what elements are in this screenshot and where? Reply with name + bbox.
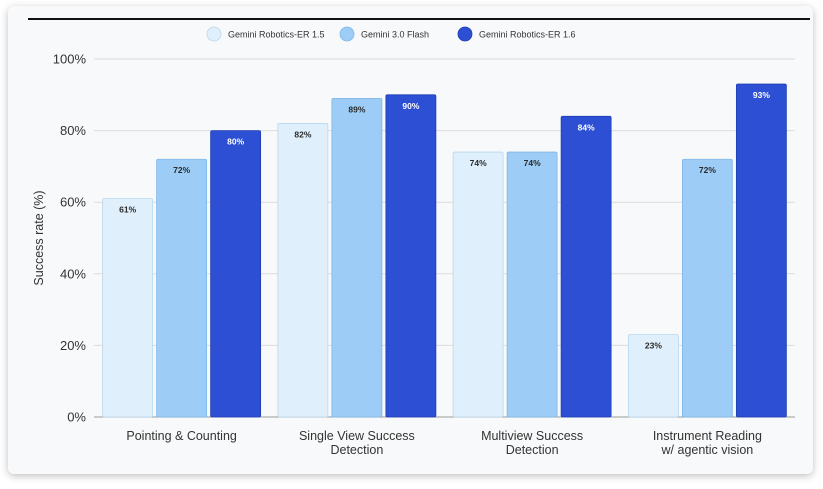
category-label: Pointing & Counting xyxy=(126,429,237,443)
y-tick-label: 20% xyxy=(60,338,86,353)
bar-value-label: 23% xyxy=(645,341,662,351)
bar-value-label: 89% xyxy=(348,104,365,114)
bar-chart: 0% 20% 40% 60% 80% 100% Success rate (%) 61% 72%… xyxy=(32,26,795,457)
bar-3-1 xyxy=(210,130,262,418)
bar-2-4 xyxy=(681,158,733,418)
legend-swatch xyxy=(457,26,473,42)
bar-value-label: 74% xyxy=(470,158,487,168)
legend-swatch xyxy=(339,26,355,42)
bar-2-2 xyxy=(331,97,383,418)
category-label: w/ agentic vision xyxy=(661,443,754,457)
bar-value-label: 72% xyxy=(699,165,716,175)
category-label: Single View Success xyxy=(299,429,415,443)
bar-2-1 xyxy=(156,158,208,418)
legend-label: Gemini Robotics-ER 1.5 xyxy=(228,30,325,40)
bar-value-label: 82% xyxy=(294,129,311,139)
bar-value-label: 93% xyxy=(753,90,770,100)
y-tick-label: 80% xyxy=(60,123,86,138)
bar-3-2 xyxy=(385,94,437,418)
y-tick-label: 60% xyxy=(60,195,86,210)
category-label: Instrument Reading xyxy=(653,429,762,443)
bar-value-label: 90% xyxy=(402,101,419,111)
bar-1-4 xyxy=(627,334,679,418)
chart-card: 0% 20% 40% 60% 80% 100% Success rate (%) 61% 72%… xyxy=(8,6,813,474)
category-label: Detection xyxy=(506,443,559,457)
bar-value-label: 80% xyxy=(227,137,244,147)
y-tick-label: 40% xyxy=(60,266,86,281)
legend-label: Gemini 3.0 Flash xyxy=(361,30,429,40)
legend-swatch xyxy=(206,26,222,42)
y-tick-label: 100% xyxy=(53,52,87,67)
bar-1-2 xyxy=(277,123,329,418)
bar-3-4 xyxy=(735,83,787,418)
bar-1-3 xyxy=(452,151,504,418)
category-label: Multiview Success xyxy=(481,429,583,443)
bar-value-label: 74% xyxy=(524,158,541,168)
category-label: Detection xyxy=(330,443,383,457)
top-divider xyxy=(28,18,810,20)
legend-label: Gemini Robotics-ER 1.6 xyxy=(479,30,576,40)
bar-value-label: 61% xyxy=(119,205,136,215)
bar-value-label: 72% xyxy=(173,165,190,175)
bar-value-label: 84% xyxy=(578,122,595,132)
bar-3-3 xyxy=(560,115,612,418)
bar-1-1 xyxy=(102,198,154,418)
y-axis-label: Success rate (%) xyxy=(32,190,46,285)
bar-2-3 xyxy=(506,151,558,418)
y-tick-label: 0% xyxy=(67,410,86,425)
